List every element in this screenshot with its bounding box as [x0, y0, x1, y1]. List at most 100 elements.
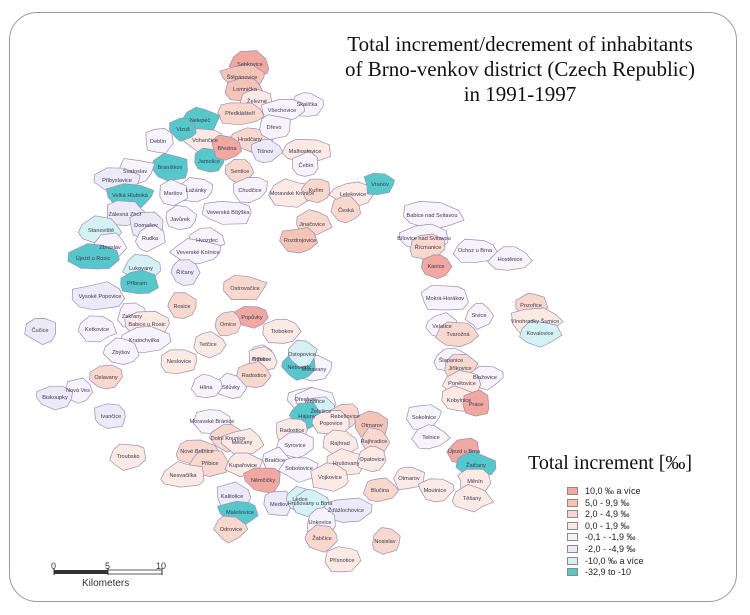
- municipality-label: Bratčice: [265, 458, 285, 464]
- municipality-region: [67, 243, 120, 270]
- municipality-label: Jamolice: [198, 159, 220, 165]
- municipality-region: [169, 117, 197, 142]
- municipality-region: [421, 254, 453, 280]
- title-line-3: in 1991-1997: [463, 82, 577, 106]
- municipality-label: Popovice: [319, 421, 342, 427]
- municipality-label: Deblín: [150, 139, 166, 145]
- municipality-label: Velká Hluboká: [112, 193, 149, 199]
- municipality-label: Tvarožná: [446, 332, 470, 338]
- municipality-label: Dřevo: [267, 125, 282, 131]
- municipality-region: [372, 527, 401, 555]
- municipality-region: [65, 377, 93, 404]
- municipality-region: [393, 466, 425, 490]
- municipality-label: Čučice: [31, 327, 48, 334]
- scale-tick-0: 0: [51, 561, 57, 571]
- municipality-label: Maršov: [164, 191, 183, 197]
- municipality-label: Šlapanice: [439, 357, 464, 364]
- municipality-region: [262, 318, 302, 344]
- municipality-region: [418, 478, 455, 503]
- municipality-region: [193, 331, 227, 359]
- municipality-region: [452, 238, 500, 264]
- municipality-label: Kobylnice: [447, 398, 471, 404]
- municipality-region: [135, 224, 166, 253]
- municipality-label: Vysoké Popovice: [79, 294, 122, 300]
- municipality-label: Předklášteří: [225, 111, 255, 117]
- municipality-label: Omice: [220, 322, 236, 328]
- municipality-label: Sivice: [472, 313, 487, 319]
- municipality-region: [120, 269, 159, 295]
- municipality-label: Kupařovice: [229, 463, 257, 469]
- municipality-label: Březina: [218, 146, 238, 152]
- municipality-label: Železné: [247, 97, 267, 105]
- municipality-label: Sentice: [231, 169, 250, 175]
- municipality-label: Malhostovice: [289, 149, 322, 155]
- municipality-label: Moravské Knínice: [270, 191, 314, 197]
- municipality-region: [420, 284, 469, 311]
- municipality-region: [363, 477, 399, 503]
- municipality-label: Tiobokov: [271, 329, 294, 335]
- municipality-label: Hlína: [199, 385, 213, 391]
- municipality-label: Žabčice: [312, 534, 332, 542]
- municipality-label: Moravské Bránice: [190, 419, 235, 425]
- legend-swatch: [567, 521, 578, 530]
- municipality-label: Javůrek: [170, 216, 190, 223]
- municipality-label: Ledce: [292, 497, 307, 503]
- legend-swatch: [567, 568, 578, 577]
- municipality-label: Odrovice: [220, 527, 242, 533]
- municipality-label: Skalička: [297, 102, 319, 108]
- municipality-label: Biskoupky: [42, 395, 68, 401]
- municipality-label: Kovalovice: [526, 331, 553, 337]
- municipality-label: Ořechov: [294, 397, 315, 403]
- municipality-region: [102, 337, 140, 365]
- municipality-label: Ketkovice: [85, 327, 109, 333]
- municipality-region: [201, 201, 252, 225]
- municipality-label: Chudčice: [238, 188, 261, 194]
- municipality-label: Prace: [469, 402, 484, 408]
- municipality-label: Bílovice nad Svitavou: [397, 236, 450, 242]
- municipality-label: Ochoz u Brna: [458, 248, 493, 254]
- municipality-region: [214, 311, 242, 337]
- municipality-label: Babice u Rosic: [128, 322, 166, 328]
- municipality-label: Štěpánovice: [227, 74, 258, 81]
- legend-label: 2,0 - 4,9 ‰: [585, 509, 630, 520]
- municipality-region: [259, 114, 291, 140]
- legend-label: -32,9 to -10: [585, 567, 632, 578]
- municipality-label: Silůvky: [222, 384, 240, 391]
- municipality-label: Radostice: [280, 428, 305, 434]
- municipality-region: [236, 361, 272, 388]
- municipality-label: Všechovice: [268, 108, 297, 114]
- municipality-label: Neslovice: [167, 359, 191, 365]
- municipality-label: Rosice: [173, 304, 190, 310]
- municipality-label: Ostrovačice: [230, 286, 260, 292]
- municipality-label: Újezd u Brna: [448, 448, 481, 455]
- municipality-label: Lukovany: [129, 266, 153, 272]
- scale-bar: [53, 568, 163, 575]
- legend-label: 5,0 - 9,9 ‰: [585, 497, 630, 508]
- municipality-region: [411, 424, 451, 450]
- municipality-label: Vojkovice: [318, 475, 342, 481]
- title-line-2: of Brno-venkov district (Czech Republic): [345, 57, 695, 81]
- municipality-region: [145, 128, 174, 154]
- municipality-label: Žďážlochovice: [328, 506, 364, 514]
- municipality-label: Žatčany: [466, 461, 486, 469]
- municipality-label: Oslavany: [94, 375, 118, 381]
- municipality-label: Nesvačilka: [169, 473, 197, 479]
- municipality-label: Braníškov: [158, 165, 183, 171]
- municipality-label: Unkovice: [308, 520, 331, 526]
- municipality-label: Veverská Bítýška: [207, 210, 251, 216]
- municipality-label: Opatovice: [359, 457, 384, 463]
- municipality-label: Hrušovany: [333, 461, 360, 467]
- municipality-region: [287, 339, 318, 368]
- municipality-label: Čebín: [299, 162, 314, 169]
- municipality-label: Radostice: [242, 373, 267, 379]
- municipality-region: [233, 177, 268, 204]
- municipality-region: [167, 292, 197, 319]
- municipality-label: Jiříkovice: [448, 366, 471, 372]
- municipality-label: Pozořice: [520, 303, 542, 309]
- municipality-region: [211, 134, 242, 161]
- municipality-region: [190, 373, 223, 399]
- municipality-label: Velatice: [432, 324, 452, 330]
- municipality-label: Mokrá-Horákov: [426, 296, 464, 302]
- municipality-region: [310, 462, 349, 492]
